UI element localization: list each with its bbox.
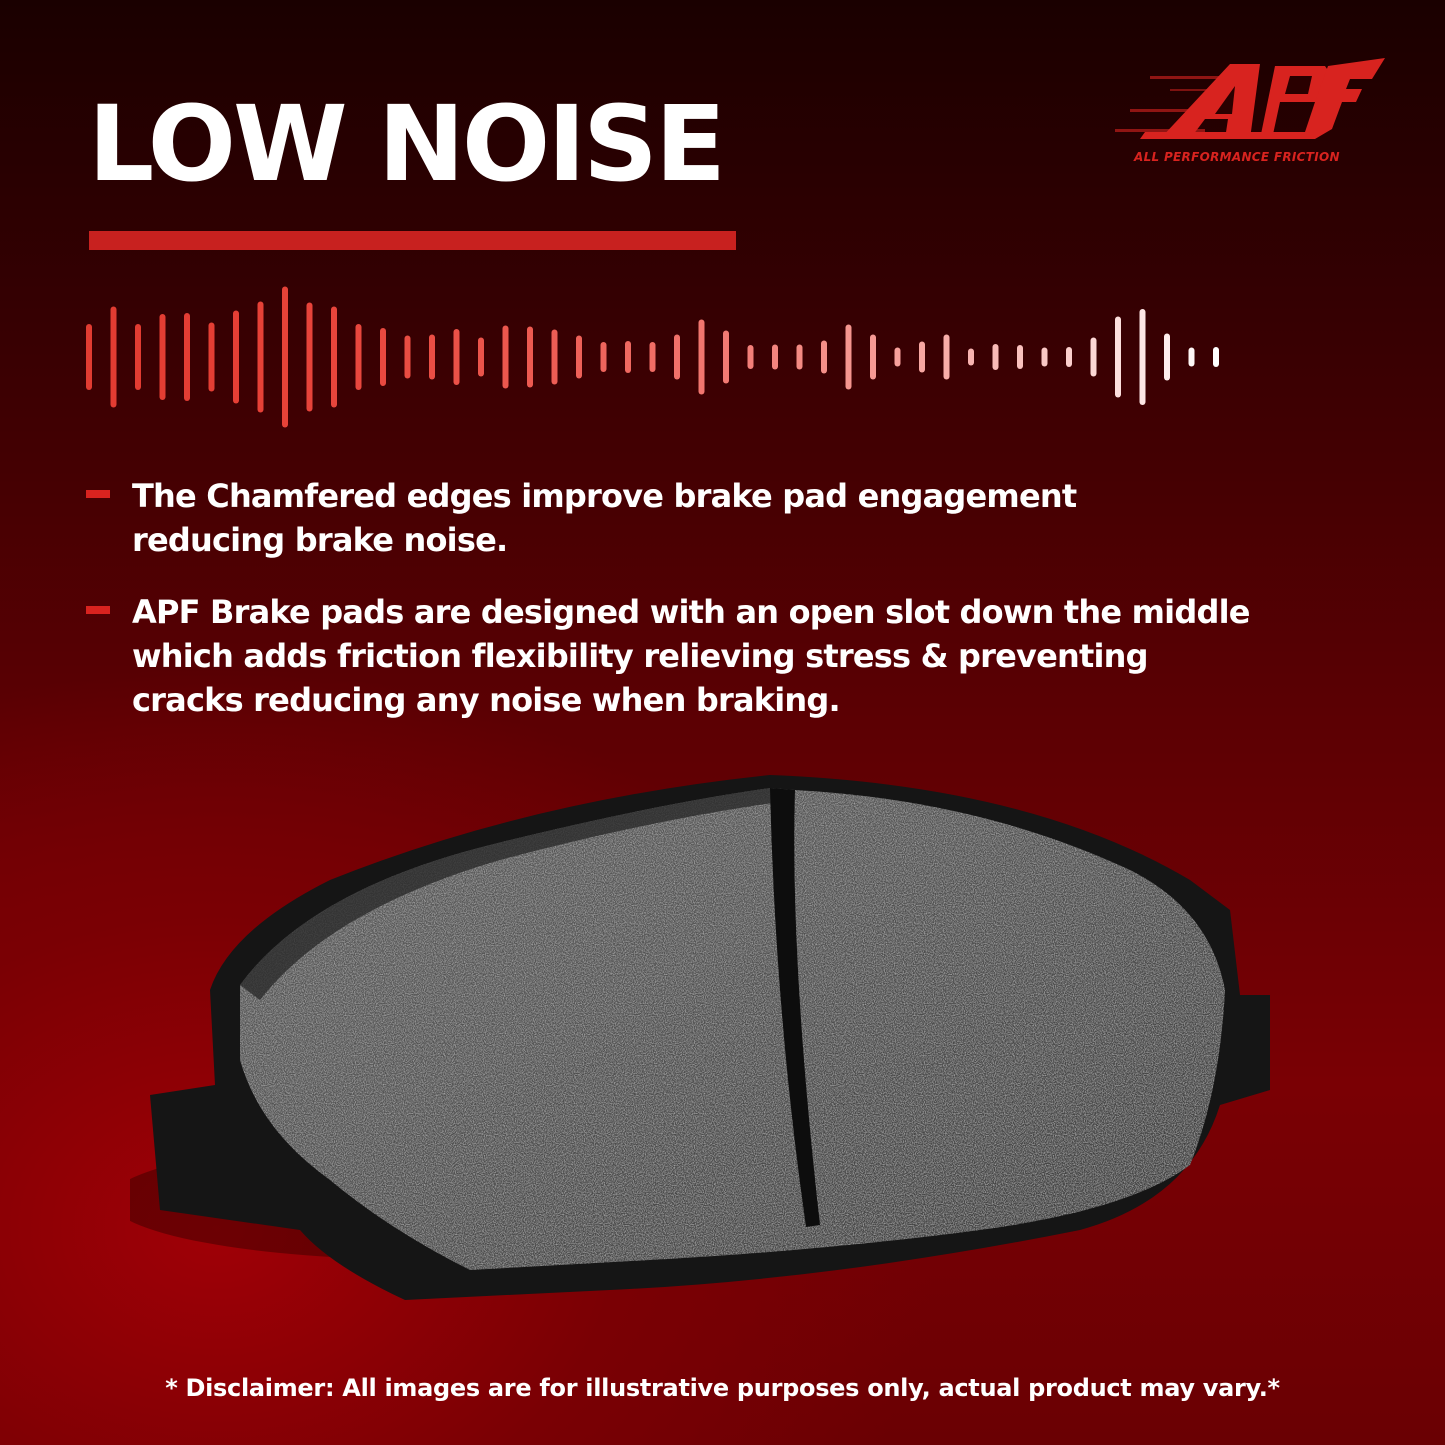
disclaimer-text: * Disclaimer: All images are for illustr… (165, 1374, 1280, 1402)
apf-logo (1115, 58, 1385, 139)
logo-tagline: ALL PERFORMANCE FRICTION (1134, 150, 1340, 164)
sound-wave-graphic (86, 286, 1219, 428)
bullet-text: APF Brake pads are designed with an open… (132, 593, 1250, 719)
page-title: LOW NOISE (88, 83, 726, 205)
bullet-item: APF Brake pads are designed with an open… (86, 590, 1386, 722)
bullet-text: The Chamfered edges improve brake pad en… (132, 477, 1077, 559)
bullet-dash-icon (86, 606, 110, 614)
bullet-dash-icon (86, 490, 110, 498)
title-underline (89, 231, 736, 250)
brake-pad-image (130, 775, 1270, 1300)
bullet-item: The Chamfered edges improve brake pad en… (86, 474, 1386, 562)
